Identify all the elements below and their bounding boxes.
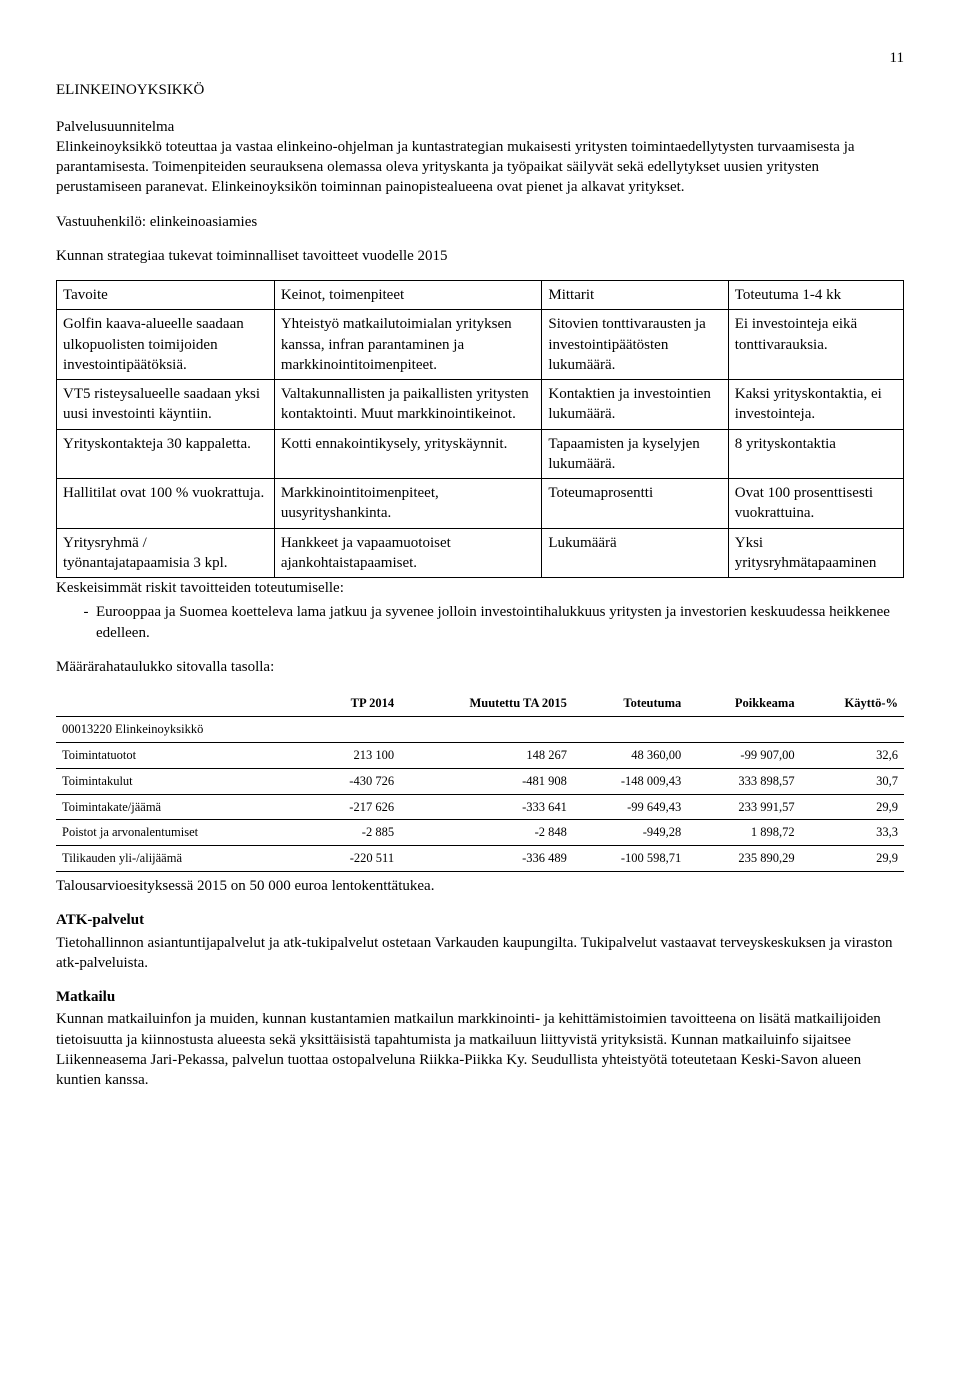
table-row: TP 2014 Muutettu TA 2015 Toteutuma Poikk… — [56, 691, 904, 716]
intro-heading: Palvelusuunnitelma — [56, 119, 174, 135]
budget-heading: Määrärahataulukko sitovalla tasolla: — [56, 657, 904, 677]
table-row: Yrityskontakteja 30 kappaletta.Kotti enn… — [57, 429, 904, 479]
list-item: Eurooppaa ja Suomea koetteleva lama jatk… — [96, 602, 904, 643]
main-title: ELINKEINOYKSIKKÖ — [56, 80, 904, 100]
table-row: Tavoite Keinot, toimenpiteet Mittarit To… — [57, 281, 904, 310]
risks-heading: Keskeisimmät riskit tavoitteiden toteutu… — [56, 578, 904, 598]
responsible-person: Vastuuhenkilö: elinkeinoasiamies — [56, 212, 904, 232]
table-row: 00013220 Elinkeinoyksikkö — [56, 716, 904, 742]
budget-footer: Talousarvioesityksessä 2015 on 50 000 eu… — [56, 876, 904, 896]
col-header: Mittarit — [542, 281, 728, 310]
unit-row: 00013220 Elinkeinoyksikkö — [56, 716, 904, 742]
strategy-line: Kunnan strategiaa tukevat toiminnalliset… — [56, 246, 904, 266]
risks-list: Eurooppaa ja Suomea koetteleva lama jatk… — [56, 602, 904, 643]
table-row: VT5 risteysalueelle saadaan yksi uusi in… — [57, 380, 904, 430]
table-row: Tilikauden yli-/alijäämä-220 511-336 489… — [56, 846, 904, 872]
table-row: Hallitilat ovat 100 % vuokrattuja.Markki… — [57, 479, 904, 529]
page-number: 11 — [56, 48, 904, 68]
col-header: TP 2014 — [310, 691, 400, 716]
table-row: Toimintakulut-430 726-481 908-148 009,43… — [56, 768, 904, 794]
goals-table: Tavoite Keinot, toimenpiteet Mittarit To… — [56, 280, 904, 578]
budget-table: TP 2014 Muutettu TA 2015 Toteutuma Poikk… — [56, 691, 904, 872]
col-header: Tavoite — [57, 281, 275, 310]
col-header: Toteutuma 1-4 kk — [728, 281, 903, 310]
table-row: Golfin kaava-alueelle saadaan ulkopuolis… — [57, 310, 904, 380]
col-header — [56, 691, 310, 716]
matkailu-heading: Matkailu — [56, 987, 904, 1007]
col-header: Toteutuma — [573, 691, 687, 716]
col-header: Muutettu TA 2015 — [400, 691, 573, 716]
table-row: Toimintakate/jäämä-217 626-333 641-99 64… — [56, 794, 904, 820]
col-header: Poikkeama — [687, 691, 800, 716]
table-row: Poistot ja arvonalentumiset-2 885-2 848-… — [56, 820, 904, 846]
table-row: Yritysryhmä / työnantajatapaamisia 3 kpl… — [57, 528, 904, 578]
atk-heading: ATK-palvelut — [56, 910, 904, 930]
intro-body: Elinkeinoyksikkö toteuttaa ja vastaa eli… — [56, 139, 855, 196]
table-row: Toimintatuotot213 100148 26748 360,00-99… — [56, 742, 904, 768]
col-header: Käyttö-% — [801, 691, 904, 716]
atk-body: Tietohallinnon asiantuntijapalvelut ja a… — [56, 933, 904, 974]
matkailu-body: Kunnan matkailuinfon ja muiden, kunnan k… — [56, 1009, 904, 1090]
col-header: Keinot, toimenpiteet — [274, 281, 542, 310]
